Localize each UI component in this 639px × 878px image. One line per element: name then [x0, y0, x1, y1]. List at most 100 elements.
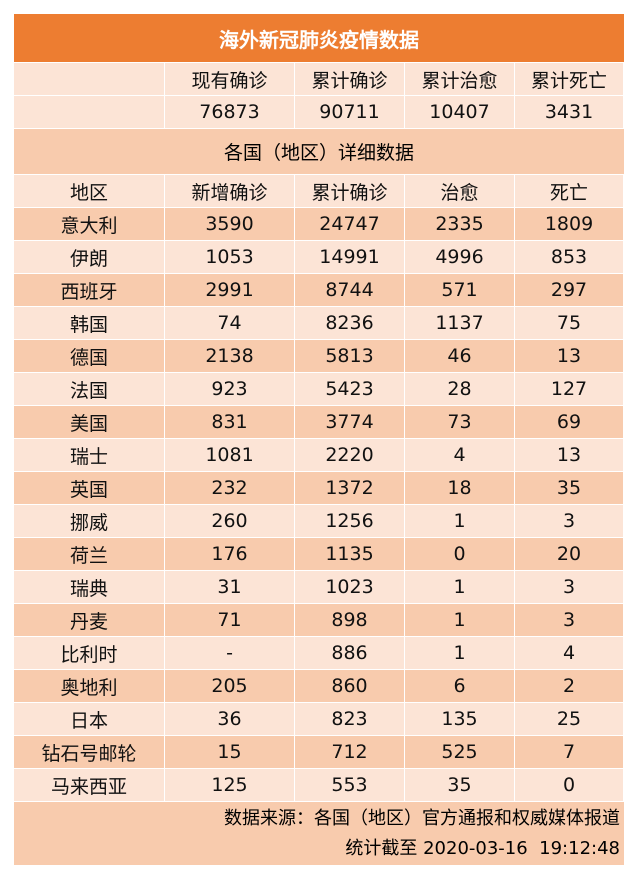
table-cell: 69	[515, 406, 624, 439]
table-cell: 4996	[405, 241, 515, 274]
table-cell: 美国	[14, 406, 165, 439]
table-cell: 73	[405, 406, 515, 439]
table-cell: 74	[165, 307, 295, 340]
data-row: 德国 2138 5813 46 13	[14, 340, 624, 373]
table-cell: 3	[515, 505, 624, 538]
table-card: 海外新冠肺炎疫情数据 现有确诊 累计确诊 累计治愈 累计死亡 76873 90711 104…	[14, 14, 624, 865]
data-row: 奥地利 205 860 6 2	[14, 670, 624, 703]
table-cell: 伊朗	[14, 241, 165, 274]
table-cell: 2220	[295, 439, 405, 472]
table-cell: 1	[405, 604, 515, 637]
table-cell: 127	[515, 373, 624, 406]
summary: 现有确诊 累计确诊 累计治愈 累计死亡 76873 90711 10407 3431	[14, 63, 624, 129]
data-row: 比利时 -886 1 4	[14, 637, 624, 670]
data-row: 伊朗 1053 14991 4996 853	[14, 241, 624, 274]
summary-value: 10407	[405, 96, 515, 129]
table-cell: 3	[515, 604, 624, 637]
table-cell: 13	[515, 439, 624, 472]
data-row: 马来西亚 125 553 35 0	[14, 769, 624, 802]
detail-table: 地区 新增确诊 累计确诊 治愈 死亡 意大利 3590 24747 2335 1809 伊朗 1053…	[14, 175, 624, 802]
table-cell: 18	[405, 472, 515, 505]
table-cell: 瑞士	[14, 439, 165, 472]
table-cell: 886	[295, 637, 405, 670]
table-cell: 35	[515, 472, 624, 505]
table-cell: 5813	[295, 340, 405, 373]
data-row: 意大利 3590 24747 2335 1809	[14, 208, 624, 241]
column-header: 累计确诊	[295, 175, 405, 208]
table-cell: 日本	[14, 703, 165, 736]
table-cell: 4	[405, 439, 515, 472]
summary-row: 现有确诊 累计确诊 累计治愈 累计死亡	[14, 63, 624, 96]
column-header: 治愈	[405, 175, 515, 208]
table-cell: 1081	[165, 439, 295, 472]
data-row: 英国 232 1372 18 35	[14, 472, 624, 505]
table-cell: 钻石号邮轮	[14, 736, 165, 769]
table-cell: 31	[165, 571, 295, 604]
table-cell: 35	[405, 769, 515, 802]
table-cell: 176	[165, 538, 295, 571]
header-row: 地区 新增确诊 累计确诊 治愈 死亡	[14, 175, 624, 208]
empty-cell	[14, 96, 165, 129]
table-cell: 75	[515, 307, 624, 340]
table-cell: 135	[405, 703, 515, 736]
table-cell: 260	[165, 505, 295, 538]
summary-header: 累计死亡	[515, 63, 624, 96]
table-cell: 36	[165, 703, 295, 736]
table-cell: 232	[165, 472, 295, 505]
table-cell: 853	[515, 241, 624, 274]
table-cell: 24747	[295, 208, 405, 241]
summary-row: 76873 90711 10407 3431	[14, 96, 624, 129]
table-cell: 3	[515, 571, 624, 604]
summary-header: 累计治愈	[405, 63, 515, 96]
column-header: 地区	[14, 175, 165, 208]
table-cell: 297	[515, 274, 624, 307]
table-cell: 71	[165, 604, 295, 637]
table-cell: 马来西亚	[14, 769, 165, 802]
table-cell: 8744	[295, 274, 405, 307]
data-row: 法国 923 5423 28 127	[14, 373, 624, 406]
table-cell: 丹麦	[14, 604, 165, 637]
table-cell: 2991	[165, 274, 295, 307]
table-cell: 1023	[295, 571, 405, 604]
table-cell: 1135	[295, 538, 405, 571]
table-cell: 860	[295, 670, 405, 703]
table-cell: 瑞典	[14, 571, 165, 604]
empty-cell	[14, 63, 165, 96]
table-cell: 5423	[295, 373, 405, 406]
data-row: 西班牙 2991 8744 571 297	[14, 274, 624, 307]
table-cell: 712	[295, 736, 405, 769]
data-row: 钻石号邮轮 15 712 525 7	[14, 736, 624, 769]
source-note: 数据来源：各国（地区）官方通报和权威媒体报道	[224, 808, 620, 829]
data-row: 日本 36 823 135 25	[14, 703, 624, 736]
data-row: 瑞典 31 1023 1 3	[14, 571, 624, 604]
table-cell: 553	[295, 769, 405, 802]
data-row: 韩国 74 8236 1137 75	[14, 307, 624, 340]
table-cell: 2	[515, 670, 624, 703]
data-row: 瑞士 1081 2220 4 13	[14, 439, 624, 472]
table-cell: 15	[165, 736, 295, 769]
table-cell: 挪威	[14, 505, 165, 538]
table-cell: 923	[165, 373, 295, 406]
table-cell: 3590	[165, 208, 295, 241]
table-cell: 意大利	[14, 208, 165, 241]
data-row: 丹麦 71 898 1 3	[14, 604, 624, 637]
table-cell: 20	[515, 538, 624, 571]
table-cell: 比利时	[14, 637, 165, 670]
table-cell: 德国	[14, 340, 165, 373]
table-cell: 125	[165, 769, 295, 802]
table-cell: 6	[405, 670, 515, 703]
table-cell: -	[165, 637, 295, 670]
table-cell: 4	[515, 637, 624, 670]
table-cell: 831	[165, 406, 295, 439]
table-cell: 14991	[295, 241, 405, 274]
table-cell: 25	[515, 703, 624, 736]
title: 海外新冠肺炎疫情数据	[14, 14, 624, 63]
table-cell: 7	[515, 736, 624, 769]
table-cell: 1	[405, 637, 515, 670]
table-cell: 1256	[295, 505, 405, 538]
table-cell: 13	[515, 340, 624, 373]
summary-header: 累计确诊	[295, 63, 405, 96]
table-cell: 1372	[295, 472, 405, 505]
table-cell: 205	[165, 670, 295, 703]
